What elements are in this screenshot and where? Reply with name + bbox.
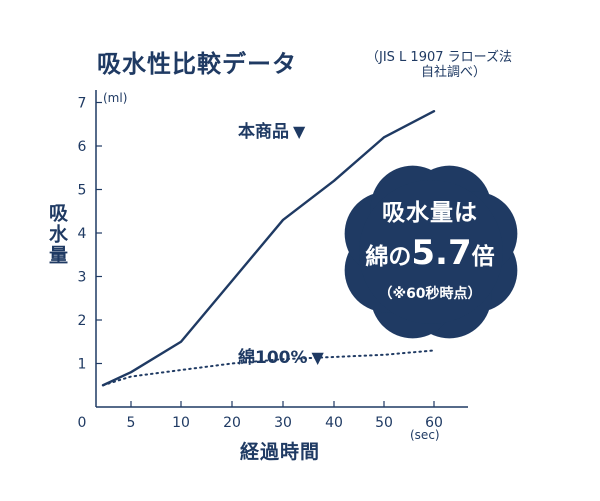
callout-ratio: 5.7 [411,233,472,273]
test-method-note: （JIS L 1907 ラローズ法 自社調べ） [366,50,512,80]
y-tick-label: 1 [78,357,87,373]
series-name-cotton: 綿100% [238,348,308,368]
series-label-cotton: 綿100% ▼ [238,343,324,368]
x-axis-label: 経過時間 [240,441,321,463]
callout-line1: 吸水量は [382,200,478,226]
x-axis-unit: (sec) [410,428,440,442]
callout-text: 吸水量は 綿の5.7倍 （※60秒時点） [330,193,530,303]
test-method-line1: （JIS L 1907 ラローズ法 [366,50,512,65]
test-method-line2: 自社調べ） [420,65,486,80]
down-triangle-icon: ▼ [311,348,324,367]
x-tick-label: 10 [172,415,190,431]
y-tick-label: 7 [78,96,87,112]
x-tick-label: 20 [223,415,241,431]
x-tick-label: 50 [375,415,393,431]
y-tick-label: 3 [78,270,87,286]
series-line-cotton [102,349,435,387]
callout-footnote: （※60秒時点） [378,286,482,302]
callout-suffix: 倍 [471,244,495,270]
down-triangle-icon: ▼ [293,122,306,141]
callout-line2: 綿の5.7倍 [330,233,530,273]
callout-prefix: 綿の [365,244,412,270]
y-tick-label: 5 [78,183,87,199]
x-tick-label: 60 [425,415,443,431]
callout-badge [359,180,503,324]
y-tick-label: 6 [78,139,87,155]
chart-title: 吸水性比較データ [97,50,297,78]
y-axis-label: 吸水量 [46,203,68,266]
series-label-product: 本商品 ▼ [238,117,305,142]
x-tick-label: 40 [325,415,343,431]
y-axis-unit: (ml) [103,91,128,105]
series-line-product [101,109,436,387]
x-tick-label: 0 [78,415,87,431]
series-name-product: 本商品 [238,122,289,142]
x-tick-label: 5 [127,415,136,431]
x-tick-label: 30 [274,415,292,431]
y-tick-label: 2 [78,313,87,329]
y-tick-label: 4 [78,226,87,242]
